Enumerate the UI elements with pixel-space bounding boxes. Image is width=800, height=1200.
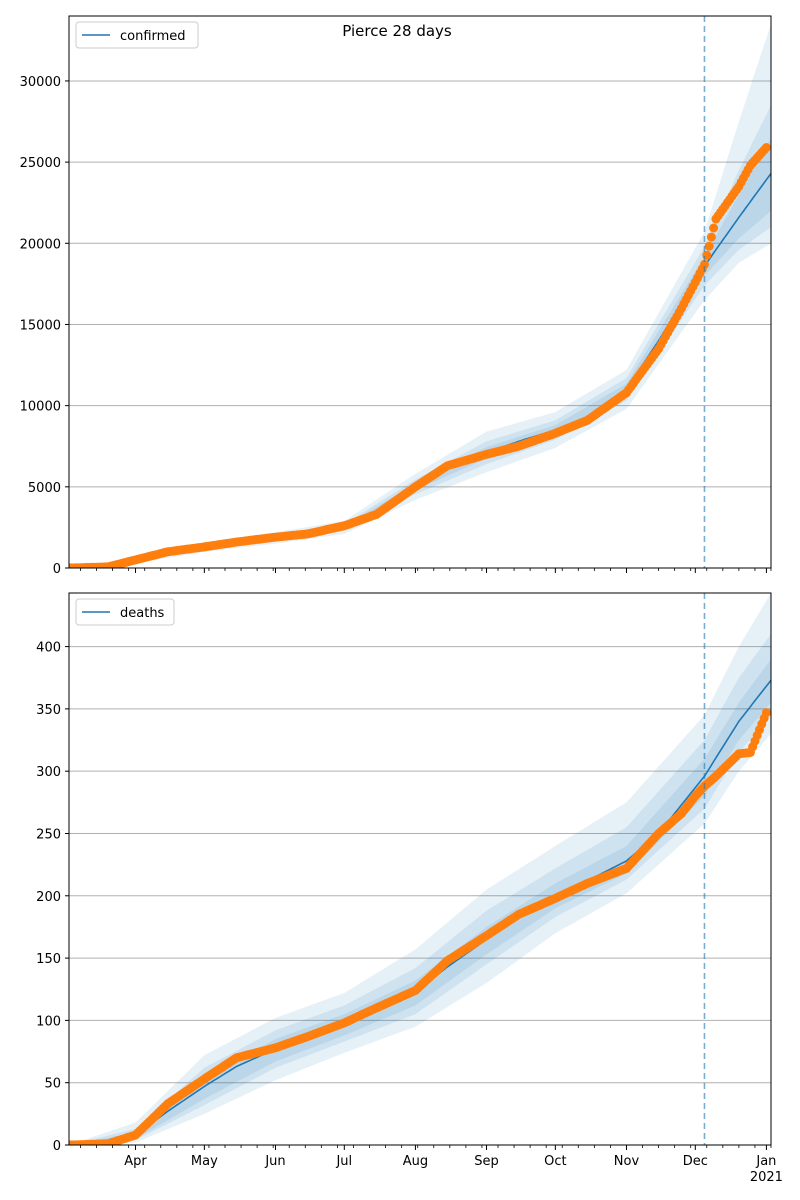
plot-area [69, 24, 771, 568]
plot-area [69, 593, 771, 1145]
y-tick-label: 5000 [28, 481, 61, 496]
x-tick-label: Dec [683, 1154, 708, 1169]
legend: deaths [75, 598, 175, 626]
x-tick-label: Jul [335, 1154, 352, 1169]
uncertainty-band [69, 634, 771, 1145]
uncertainty-band [69, 659, 771, 1145]
model-line [69, 679, 771, 1145]
observed-point [706, 232, 716, 242]
y-tick-label: 15000 [20, 318, 61, 333]
observed-point [700, 259, 709, 269]
x-tick-year-label: 2021 [750, 1170, 783, 1185]
deaths-panel: 0 50 100 150 200 250 300 350 400 Apr May Jun Jul Aug S… [36, 592, 783, 1185]
x-tick-label: Aug [403, 1154, 428, 1169]
y-tick-label: 250 [36, 827, 61, 842]
observed-point [761, 143, 771, 152]
y-tick-label: 350 [36, 703, 61, 718]
uncertainty-band [69, 593, 771, 1145]
y-tick-label: 20000 [20, 237, 61, 252]
y-tick-label: 300 [36, 765, 61, 780]
legend-label: confirmed [120, 29, 186, 44]
x-tick-label: Jan [755, 1154, 776, 1169]
x-tick-label: Jun [264, 1154, 285, 1169]
legend: confirmed [75, 21, 199, 49]
x-tick-label: May [191, 1154, 218, 1169]
observed-point [704, 241, 714, 251]
x-tick-label: Sep [474, 1154, 499, 1169]
y-tick-label: 200 [36, 890, 61, 905]
y-tick-label: 25000 [20, 156, 61, 171]
observed-point [702, 250, 712, 260]
uncertainty-band [69, 137, 771, 568]
y-tick-label: 50 [44, 1077, 61, 1092]
y-tick-label: 0 [53, 562, 61, 577]
y-tick-label: 150 [36, 952, 61, 967]
axes-frame [68, 592, 772, 1146]
confirmed-panel: 0 5000 10000 15000 20000 25000 30000 confirmed [20, 15, 772, 577]
y-tick-label: 100 [36, 1014, 61, 1029]
legend-label: deaths [120, 606, 165, 621]
legend-box [75, 598, 175, 626]
y-tick-label: 400 [36, 641, 61, 656]
observed-point [761, 708, 771, 718]
x-tick-label: Apr [124, 1154, 147, 1169]
x-tick-label: Oct [544, 1154, 566, 1169]
y-tick-label: 30000 [20, 75, 61, 90]
axes-frame [68, 15, 772, 569]
y-tick-label: 0 [53, 1139, 61, 1154]
observed-point [709, 223, 719, 233]
model-line [69, 173, 771, 568]
chart-title: Pierce 28 days [342, 22, 452, 40]
x-tick-label: Nov [614, 1154, 640, 1169]
legend-box [75, 21, 199, 49]
y-tick-label: 10000 [20, 400, 61, 415]
